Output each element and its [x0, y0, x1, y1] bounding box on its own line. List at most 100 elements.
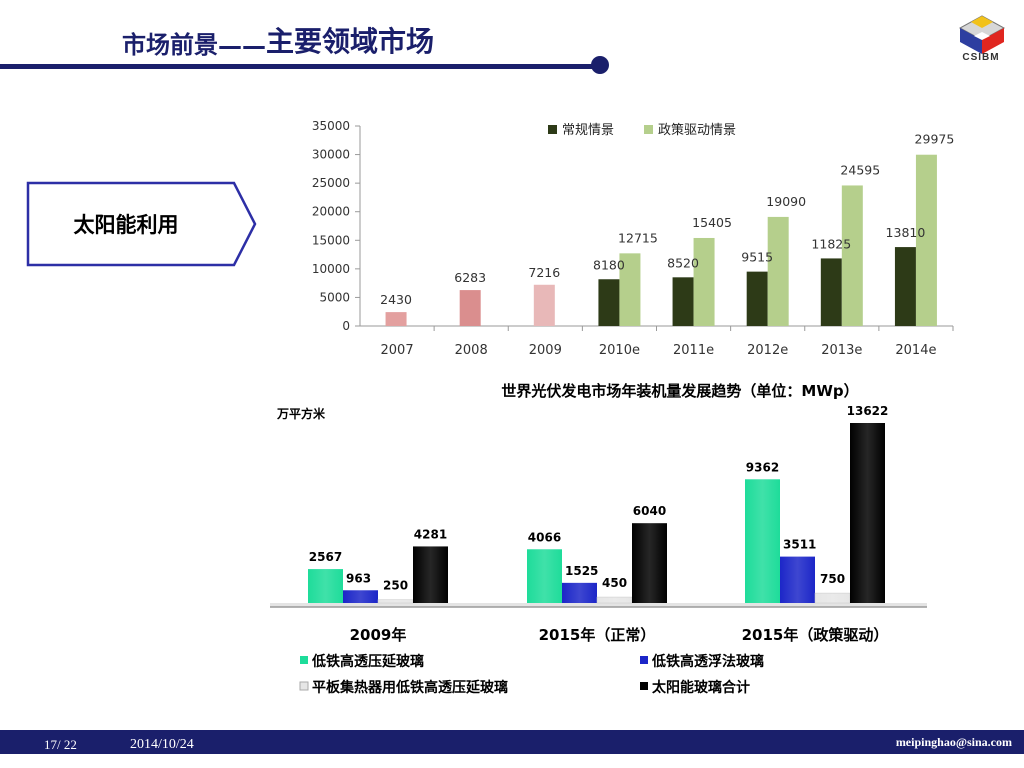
bar-conventional: [598, 279, 620, 326]
bar-collector-rolled: [596, 596, 633, 604]
bar-historic: [459, 290, 481, 326]
bar-lowiron-rolled: [308, 569, 343, 603]
x-tick-label: 2012e: [747, 343, 788, 358]
bar-value-label: 6283: [454, 270, 486, 285]
bar-lowiron-float: [562, 582, 597, 603]
bar-value-label: 15405: [692, 215, 732, 230]
bar-value-label: 13622: [847, 404, 889, 418]
bar-policy-driven: [915, 154, 937, 326]
x-tick-label: 2009: [529, 343, 562, 358]
legend-label-conventional: 常规情景: [562, 123, 614, 138]
chart-floor: [270, 603, 927, 607]
csibm-logo-icon: [958, 15, 1006, 54]
bar-lowiron-float: [343, 590, 378, 603]
footer-page-number: 17/ 22: [44, 737, 77, 752]
bar-value-label: 4281: [414, 527, 447, 541]
bar-collector-rolled: [814, 592, 851, 604]
legend-label: 平板集热器用低铁高透压延玻璃: [312, 679, 508, 696]
y-tick-label: 0: [342, 319, 350, 333]
bar-value-label: 13810: [886, 225, 926, 240]
title-underline-dot: [591, 56, 609, 74]
bar-value-label: 450: [602, 576, 627, 590]
bar-total: [413, 546, 448, 603]
y-tick-label: 25000: [312, 176, 350, 190]
legend-swatch: [640, 656, 648, 664]
bar-value-label: 2567: [309, 550, 342, 564]
pv-installation-chart: 0 5000 10000 15000 20000 25000 30000 35000 2007 2…: [312, 119, 955, 358]
bar-total: [632, 523, 667, 603]
legend-label-policy: 政策驱动情景: [658, 122, 736, 138]
footer-date: 2014/10/24: [130, 737, 194, 752]
title-dash: ——: [218, 32, 266, 60]
logo-text: CSIBM: [962, 52, 1000, 63]
arrow-box-shape: [26, 181, 257, 267]
solar-glass-chart: 万平方米 2567 963 250 4281 2009年 4066 1525 450 6040 20…: [270, 404, 927, 696]
bar-value-label: 24595: [840, 162, 880, 177]
title-underline: [0, 64, 598, 69]
section-label-text: 太阳能利用: [73, 213, 179, 237]
category-label: 2009年: [350, 626, 407, 644]
y-tick-label: 30000: [312, 148, 350, 162]
bar-value-label: 963: [346, 571, 371, 585]
bar-lowiron-rolled: [527, 549, 562, 603]
bar-value-label: 250: [383, 579, 408, 593]
legend-swatch: [640, 682, 648, 690]
legend-swatch: [300, 656, 308, 664]
y-tick-label: 35000: [312, 119, 350, 133]
bar-collector-rolled: [377, 599, 414, 604]
bar-value-label: 19090: [766, 194, 806, 209]
legend-label: 太阳能玻璃合计: [652, 679, 750, 696]
bar-conventional: [746, 271, 768, 326]
x-tick-label: 2011e: [673, 343, 714, 358]
bar-value-label: 29975: [915, 132, 955, 147]
category-label: 2015年（政策驱动）: [742, 626, 889, 644]
bar-policy-driven: [767, 216, 789, 326]
bar-value-label: 7216: [528, 265, 560, 280]
bar-value-label: 9362: [746, 460, 779, 474]
bar-value-label: 8180: [593, 257, 625, 272]
bar-policy-driven: [693, 237, 715, 326]
bar-conventional: [820, 258, 842, 326]
bar-value-label: 4066: [528, 530, 561, 544]
bar-historic: [385, 312, 407, 326]
title-part-main-fields: 主要领域市场: [266, 25, 435, 58]
footer-email: meipinghao@sina.com: [895, 735, 1012, 749]
bar-lowiron-rolled: [745, 479, 780, 603]
y-tick-label: 15000: [312, 233, 350, 247]
legend-swatch-policy: [644, 125, 653, 134]
y-tick-label: 5000: [319, 290, 350, 304]
y-unit-label: 万平方米: [276, 406, 326, 421]
y-tick-label: 20000: [312, 205, 350, 219]
bar-value-label: 750: [820, 572, 845, 586]
x-tick-label: 2014e: [895, 343, 936, 358]
bar-conventional: [672, 277, 694, 326]
x-tick-label: 2008: [455, 343, 488, 358]
y-tick-label: 10000: [312, 262, 350, 276]
bar-value-label: 12715: [618, 230, 658, 245]
bar-value-label: 3511: [783, 538, 816, 552]
bar-value-label: 1525: [565, 564, 598, 578]
bar-value-label: 9515: [741, 250, 773, 265]
bar-historic: [533, 284, 555, 326]
x-tick-label: 2010e: [599, 343, 640, 358]
bar-policy-driven: [841, 185, 863, 326]
bar-value-label: 6040: [633, 504, 666, 518]
bar-total: [850, 423, 885, 603]
title-part-market-outlook: 市场前景: [122, 31, 218, 59]
bar-value-label: 11825: [811, 236, 851, 251]
x-tick-label: 2007: [381, 343, 414, 358]
x-tick-label: 2013e: [821, 343, 862, 358]
category-label: 2015年（正常）: [539, 626, 656, 644]
bar-conventional: [894, 247, 916, 326]
pv-chart-title: 世界光伏发电市场年装机量发展趋势（单位：MWp）: [501, 382, 859, 400]
legend-label: 低铁高透浮法玻璃: [651, 653, 764, 670]
bar-value-label: 2430: [380, 292, 412, 307]
legend-label: 低铁高透压延玻璃: [311, 653, 424, 670]
bar-lowiron-float: [780, 556, 815, 603]
slide-title: 市场前景 —— 主要领域市场: [122, 20, 434, 60]
footer-bar: [0, 730, 1024, 754]
bar-value-label: 8520: [667, 255, 699, 270]
legend-swatch-conventional: [548, 125, 557, 134]
section-label-box: 太阳能利用: [26, 181, 258, 267]
bar-policy-driven: [619, 253, 641, 326]
